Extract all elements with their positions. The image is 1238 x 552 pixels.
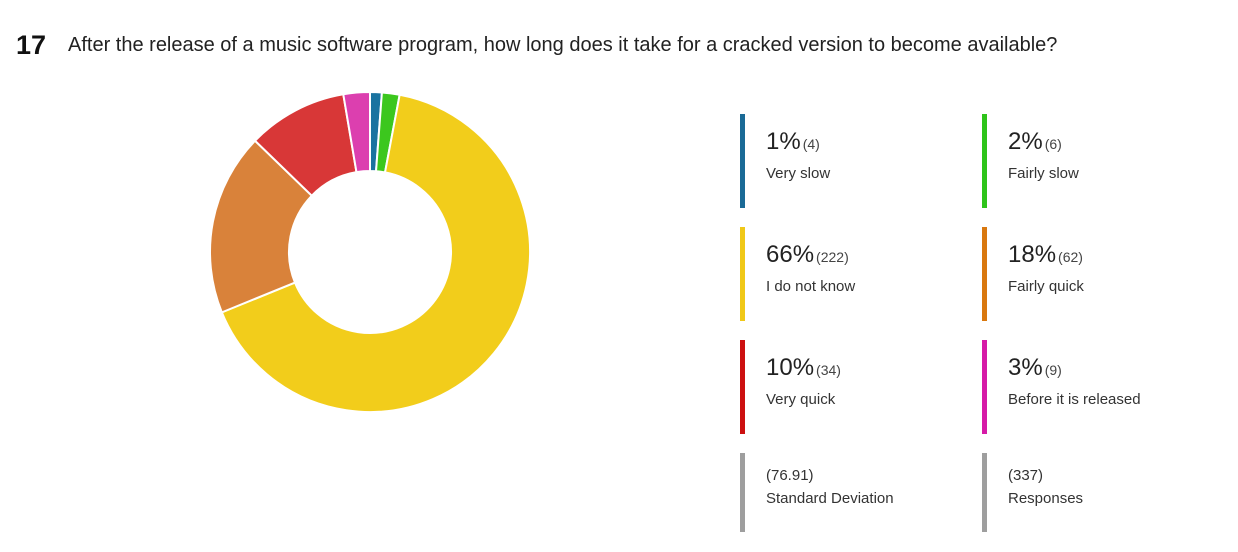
stat-value: (76.91) — [766, 467, 814, 484]
legend-percent: 10% — [766, 354, 815, 381]
legend-percent: 3% — [1008, 354, 1043, 381]
legend-color-bar — [982, 227, 987, 321]
donut-slice-fairly-quick — [209, 139, 314, 314]
stat-label: Responses — [1008, 490, 1084, 507]
stat-standard-deviation: (76.91) Standard Deviation — [740, 453, 960, 547]
legend-percent: 66% — [766, 241, 815, 268]
donut-slice-before-it-is-released — [342, 90, 371, 174]
legend-label: Very quick — [766, 391, 836, 408]
stat-bar — [982, 453, 987, 532]
legend-item-very-slow: 1% (4) Very slow — [740, 114, 960, 208]
legend-count: (62) — [1058, 249, 1083, 265]
legend-percent: 1% — [766, 128, 801, 155]
legend-count: (9) — [1044, 362, 1062, 378]
legend-percent: 2% — [1008, 128, 1043, 155]
legend-item-i-do-not-know: 66% (222) I do not know — [740, 227, 960, 321]
legend-item-fairly-slow: 2% (6) Fairly slow — [982, 114, 1202, 208]
question-text: After the release of a music software pr… — [68, 34, 1058, 56]
legend-percent: 18% — [1008, 241, 1057, 268]
legend-label: Fairly quick — [1008, 278, 1084, 295]
stat-value: (337) — [1008, 467, 1044, 484]
legend-color-bar — [740, 114, 745, 208]
legend-item-very-quick: 10% (34) Very quick — [740, 340, 960, 434]
stat-responses: (337) Responses — [982, 453, 1202, 547]
legend-color-bar — [982, 114, 987, 208]
legend-item-before-it-is-released: 3% (9) Before it is released — [982, 340, 1202, 434]
donut-chart — [209, 90, 531, 413]
legend-color-bar — [740, 227, 745, 321]
legend-label: I do not know — [766, 278, 856, 295]
legend-label: Very slow — [766, 165, 831, 182]
legend-label: Before it is released — [1008, 391, 1141, 408]
stat-label: Standard Deviation — [766, 490, 894, 507]
legend-count: (222) — [816, 249, 849, 265]
legend-color-bar — [982, 340, 987, 434]
legend-color-bar — [740, 340, 745, 434]
question-number: 17 — [16, 30, 47, 60]
legend-count: (6) — [1044, 136, 1062, 152]
legend-label: Fairly slow — [1008, 165, 1079, 182]
legend-count: (34) — [816, 362, 841, 378]
legend-item-fairly-quick: 18% (62) Fairly quick — [982, 227, 1202, 321]
donut-slice-i-do-not-know — [220, 93, 531, 413]
stat-bar — [740, 453, 745, 532]
legend-count: (4) — [802, 136, 820, 152]
